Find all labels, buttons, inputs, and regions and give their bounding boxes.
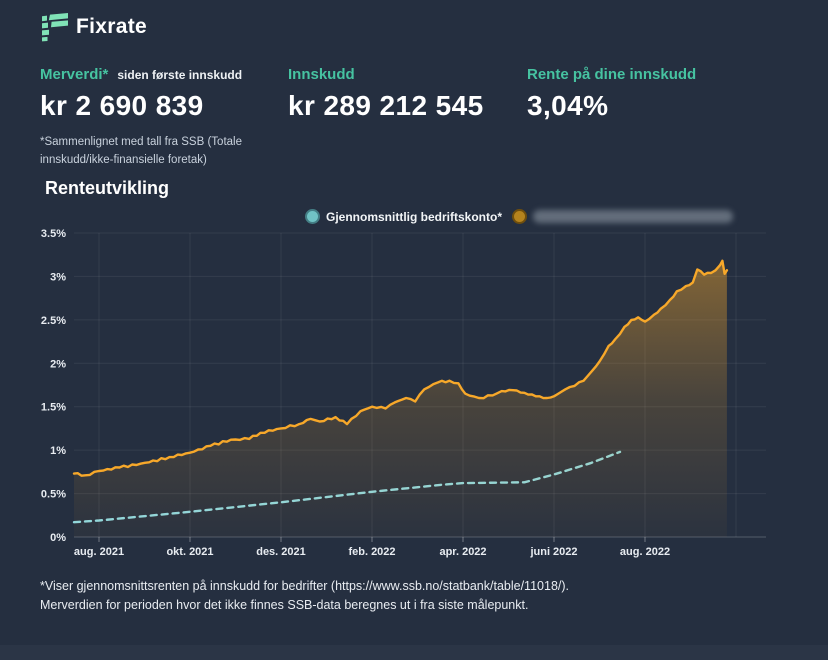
- legend-bedriftskonto-label: Gjennomsnittlig bedriftskonto*: [326, 209, 502, 224]
- svg-text:1%: 1%: [50, 445, 66, 457]
- svg-text:0%: 0%: [50, 532, 66, 544]
- svg-text:0.5%: 0.5%: [41, 489, 66, 501]
- legend-teal-dot-icon: [305, 209, 320, 224]
- legend-item-redacted-account[interactable]: [512, 209, 733, 224]
- svg-text:2%: 2%: [50, 358, 66, 370]
- chart-legend: Gjennomsnittlig bedriftskonto*: [305, 209, 733, 224]
- window-bottom-edge: [0, 645, 828, 660]
- stat-innskudd-label: Innskudd: [288, 66, 355, 83]
- svg-text:apr. 2022: apr. 2022: [439, 546, 486, 558]
- rate-chart[interactable]: 0% 0.5% 1% 1.5% 2% 2.5% 3% 3.5% aug. 2021 okt. 20…: [0, 225, 828, 575]
- svg-text:2.5%: 2.5%: [41, 315, 66, 327]
- fixrate-logo[interactable]: Fixrate: [40, 12, 147, 42]
- chart-footnote: *Viser gjennomsnittsrenten på innskudd f…: [40, 577, 798, 616]
- rate-chart-canvas[interactable]: 0% 0.5% 1% 1.5% 2% 2.5% 3% 3.5% aug. 2021 okt. 20…: [0, 225, 828, 575]
- series-line-redacted-account: [72, 259, 729, 477]
- svg-text:des. 2021: des. 2021: [256, 546, 306, 558]
- series-area-fill: [74, 260, 727, 537]
- svg-text:aug. 2022: aug. 2022: [620, 546, 670, 558]
- stat-rente-label: Rente på dine innskudd: [527, 66, 697, 83]
- stat-merverdi-sublabel: siden første innskudd: [117, 68, 243, 82]
- brand-name: Fixrate: [76, 15, 147, 38]
- svg-text:3%: 3%: [50, 271, 66, 283]
- y-axis-labels: 0% 0.5% 1% 1.5% 2% 2.5% 3% 3.5%: [41, 228, 66, 544]
- chart-footnote-line1: *Viser gjennomsnittsrenten på innskudd f…: [40, 579, 569, 593]
- stats-row: Merverdi* siden første innskudd kr 2 690…: [40, 66, 808, 170]
- stat-merverdi-footnote: *Sammenlignet med tall fra SSB (Totale i…: [40, 136, 242, 166]
- svg-text:aug. 2021: aug. 2021: [74, 546, 124, 558]
- section-title: Renteutvikling: [45, 178, 170, 198]
- legend-orange-dot-icon: [512, 209, 527, 224]
- stat-rente: Rente på dine innskudd 3,04%: [527, 66, 696, 170]
- svg-text:3.5%: 3.5%: [41, 228, 66, 240]
- stat-merverdi-label: Merverdi*: [40, 66, 109, 83]
- stat-merverdi: Merverdi* siden første innskudd kr 2 690…: [40, 66, 288, 170]
- legend-redacted-label: [533, 210, 733, 223]
- stat-rente-value: 3,04%: [527, 90, 609, 121]
- svg-text:1.5%: 1.5%: [41, 402, 66, 414]
- stat-merverdi-value: kr 2 690 839: [40, 90, 204, 121]
- svg-text:feb. 2022: feb. 2022: [348, 546, 395, 558]
- legend-item-bedriftskonto[interactable]: Gjennomsnittlig bedriftskonto*: [305, 209, 502, 224]
- x-axis-labels: aug. 2021 okt. 2021 des. 2021 feb. 2022 apr.…: [74, 537, 670, 558]
- stat-innskudd-value: kr 289 212 545: [288, 90, 484, 121]
- stat-innskudd: Innskudd kr 289 212 545: [288, 66, 527, 170]
- svg-text:juni 2022: juni 2022: [529, 546, 577, 558]
- svg-text:okt. 2021: okt. 2021: [166, 546, 213, 558]
- chart-footnote-line2: Merverdien for perioden hvor det ikke fi…: [40, 598, 529, 613]
- fixrate-logo-icon: [42, 13, 68, 42]
